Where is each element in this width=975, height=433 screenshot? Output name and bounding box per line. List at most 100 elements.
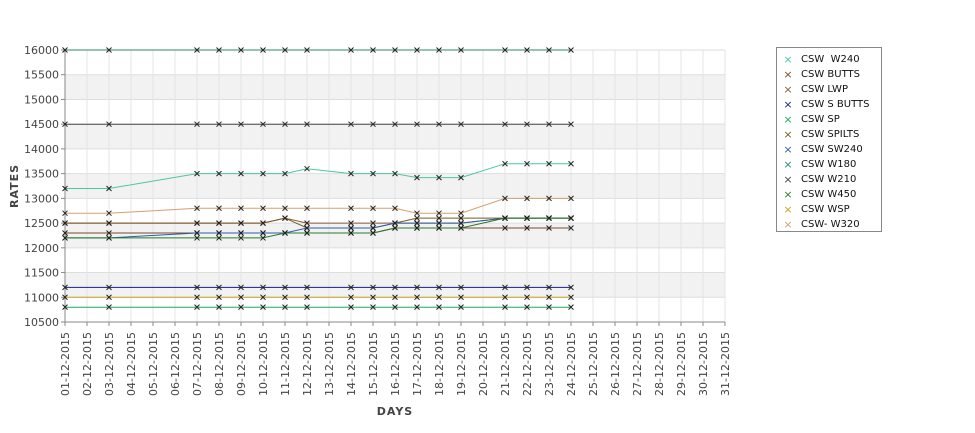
data-point — [282, 47, 288, 53]
data-point — [238, 205, 244, 212]
y-tick-label: 11500 — [24, 267, 59, 280]
data-point — [304, 294, 310, 301]
data-point — [238, 294, 244, 301]
y-tick-label: 16000 — [24, 44, 59, 57]
data-point — [348, 121, 354, 128]
data-point — [392, 47, 398, 53]
y-tick-label: 14500 — [24, 118, 59, 131]
data-point — [216, 230, 222, 236]
legend-label: CSW SP — [801, 114, 840, 125]
data-point — [348, 294, 354, 301]
legend-label: CSW S BUTTS — [801, 99, 870, 110]
legend-marker-icon: × — [783, 188, 793, 201]
data-point — [546, 284, 552, 291]
series-10 — [62, 294, 574, 301]
x-tick-label: 20-12-2015 — [477, 332, 490, 396]
legend-marker-icon: × — [783, 158, 793, 171]
axes — [61, 49, 726, 326]
x-tick-label: 31-12-2015 — [719, 332, 732, 396]
data-point — [414, 121, 420, 128]
data-point — [370, 225, 376, 231]
data-point — [568, 160, 574, 167]
data-point — [62, 185, 68, 192]
x-tick-label: 19-12-2015 — [455, 332, 468, 396]
data-point — [260, 47, 266, 53]
data-point — [370, 205, 376, 212]
legend-marker-icon: × — [783, 53, 793, 66]
data-point — [568, 47, 574, 53]
data-point — [194, 121, 200, 128]
data-point — [238, 220, 244, 226]
data-point — [194, 47, 200, 53]
x-tick-label: 29-12-2015 — [675, 332, 688, 396]
legend-item: × CSW WSP — [777, 202, 883, 217]
legend-label: CSW W210 — [801, 174, 857, 185]
data-point — [392, 205, 398, 212]
data-point — [414, 284, 420, 291]
legend-item: × CSW LWP — [777, 82, 883, 97]
data-point — [568, 195, 574, 202]
data-point — [62, 284, 68, 291]
y-tick-label: 14000 — [24, 143, 59, 156]
data-point — [304, 47, 310, 53]
data-point — [260, 304, 266, 311]
data-point — [260, 284, 266, 291]
series-4 — [62, 304, 574, 311]
y-tick-label: 11000 — [24, 291, 59, 304]
data-point — [282, 215, 288, 221]
data-point — [370, 284, 376, 291]
data-point — [348, 220, 354, 226]
data-point — [194, 205, 200, 212]
y-tick-label: 15500 — [24, 69, 59, 82]
series-line — [65, 197, 571, 214]
data-point — [436, 174, 442, 181]
x-tick-label: 23-12-2015 — [543, 332, 556, 396]
x-tick-label: 03-12-2015 — [103, 332, 116, 396]
data-point — [370, 220, 376, 226]
data-point — [568, 121, 574, 128]
series-7 — [62, 47, 574, 53]
y-axis-title: RATES — [8, 164, 21, 208]
x-tick-label: 26-12-2015 — [609, 332, 622, 396]
data-point — [106, 121, 112, 128]
legend-label: CSW SW240 — [801, 144, 863, 155]
data-point — [216, 47, 222, 53]
data-point — [502, 47, 508, 53]
data-point — [194, 284, 200, 291]
series-11 — [62, 195, 574, 217]
data-point — [216, 205, 222, 212]
data-point — [106, 220, 112, 226]
data-point — [370, 230, 376, 236]
data-point — [194, 230, 200, 236]
data-point — [414, 225, 420, 231]
data-point — [348, 205, 354, 212]
legend-marker-icon: × — [783, 218, 793, 231]
data-point — [524, 47, 530, 53]
data-point — [238, 170, 244, 177]
data-point — [414, 220, 420, 226]
legend-label: CSW W180 — [801, 159, 857, 170]
data-point — [392, 284, 398, 291]
data-point — [348, 284, 354, 291]
data-point — [546, 160, 552, 167]
y-tick-label: 10500 — [24, 316, 59, 329]
data-point — [436, 304, 442, 311]
data-point — [216, 170, 222, 177]
legend-marker-icon: × — [783, 98, 793, 111]
data-point — [282, 304, 288, 311]
data-point — [458, 284, 464, 291]
data-point — [216, 220, 222, 226]
data-point — [524, 215, 530, 221]
x-tick-label: 13-12-2015 — [323, 332, 336, 396]
data-point — [436, 284, 442, 291]
data-point — [414, 294, 420, 301]
data-point — [238, 47, 244, 53]
series-3 — [62, 284, 574, 291]
data-point — [238, 284, 244, 291]
data-point — [348, 225, 354, 231]
data-point — [370, 47, 376, 53]
y-tick-label: 13500 — [24, 168, 59, 181]
x-tick-label: 30-12-2015 — [697, 332, 710, 396]
data-point — [524, 294, 530, 301]
